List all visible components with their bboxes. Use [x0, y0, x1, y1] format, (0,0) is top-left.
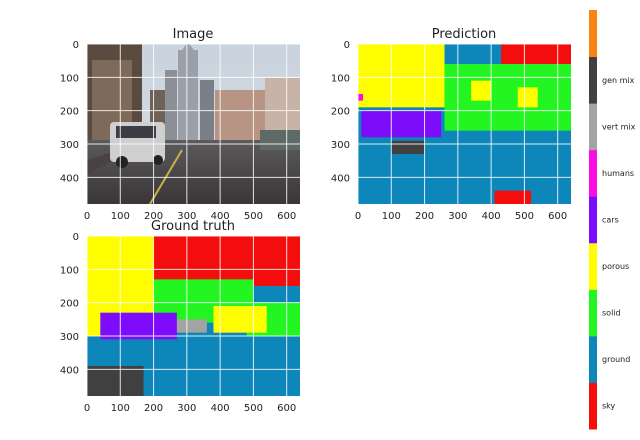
x-tick-label: 600: [277, 211, 296, 222]
x-tick-label: 0: [355, 211, 361, 222]
colorbar-label: ground: [602, 355, 630, 364]
x-tick-label: 500: [515, 211, 534, 222]
colorbar-label: vert mix: [602, 122, 636, 131]
colorbar-label: humans: [602, 169, 634, 178]
colorbar-label: sky: [602, 402, 616, 411]
x-tick-label: 400: [211, 403, 230, 414]
y-tick-label: 100: [331, 73, 350, 84]
x-tick-label: 0: [84, 211, 90, 222]
colorbar-swatch: [589, 196, 597, 244]
panel-title-ground-truth: Ground truth: [151, 219, 235, 234]
y-tick-label: 400: [60, 365, 79, 376]
segment-porous: [213, 306, 267, 333]
segment-porous: [358, 44, 445, 108]
panel-ground-truth: Ground truth 0 100 200 300 400 500 600 0 100 200 3…: [60, 219, 300, 414]
colorbar-swatch: [589, 382, 597, 430]
colorbar: sky ground solid porous cars humans vert mix ge…: [589, 10, 636, 430]
colorbar-label: porous: [602, 262, 629, 271]
segment-sky: [153, 236, 300, 286]
y-tick-label: 200: [60, 107, 79, 118]
y-tick-label: 300: [60, 140, 79, 151]
x-tick-label: 100: [111, 211, 130, 222]
y-tick-label: 200: [331, 107, 350, 118]
x-tick-label: 100: [111, 403, 130, 414]
segment-cars: [361, 110, 442, 138]
panel-prediction: Prediction 0 100 200 300 400 500 600 0 100 200 300…: [331, 27, 571, 222]
segment-porous: [517, 87, 538, 108]
x-tick-label: 500: [244, 403, 263, 414]
y-tick-label: 0: [73, 40, 79, 51]
colorbar-swatch: [589, 335, 597, 383]
colorbar-swatch: [589, 289, 597, 337]
panel-title-prediction: Prediction: [432, 27, 497, 42]
colorbar-swatch: [589, 10, 597, 58]
segment-gen-mix: [391, 140, 425, 154]
panel-image: Image 0 100 200 300 400 500 600 0 100 200 300 400: [60, 27, 300, 222]
colorbar-label: cars: [602, 216, 619, 225]
y-tick-label: 0: [344, 40, 350, 51]
segment-porous: [471, 80, 492, 101]
y-tick-label: 300: [60, 332, 79, 343]
y-tick-label: 100: [60, 265, 79, 276]
x-tick-label: 300: [177, 211, 196, 222]
x-tick-label: 500: [244, 211, 263, 222]
x-tick-label: 400: [211, 211, 230, 222]
panel-title-image: Image: [173, 27, 214, 42]
y-tick-label: 300: [331, 140, 350, 151]
y-tick-label: 0: [73, 232, 79, 243]
colorbar-swatch: [589, 103, 597, 151]
segment-cars: [100, 312, 177, 340]
x-tick-label: 600: [548, 211, 567, 222]
colorbar-label: solid: [602, 309, 621, 318]
x-tick-label: 200: [415, 211, 434, 222]
y-tick-label: 100: [60, 73, 79, 84]
x-tick-label: 300: [448, 211, 467, 222]
x-tick-label: 300: [177, 403, 196, 414]
colorbar-swatch: [589, 56, 597, 104]
x-tick-label: 100: [382, 211, 401, 222]
y-tick-label: 400: [60, 173, 79, 184]
street-photo: [87, 44, 300, 204]
colorbar-swatch: [589, 149, 597, 197]
x-tick-label: 600: [277, 403, 296, 414]
segment-gen-mix: [87, 366, 144, 396]
y-tick-label: 200: [60, 299, 79, 310]
segment-sky: [494, 190, 532, 204]
x-tick-label: 200: [144, 403, 163, 414]
segment-solid: [444, 64, 571, 131]
x-tick-label: 400: [482, 211, 501, 222]
x-tick-label: 200: [144, 211, 163, 222]
segment-humans: [358, 94, 363, 101]
x-tick-label: 0: [84, 403, 90, 414]
y-tick-label: 400: [331, 173, 350, 184]
colorbar-swatch: [589, 242, 597, 290]
colorbar-label: gen mix: [602, 76, 635, 85]
